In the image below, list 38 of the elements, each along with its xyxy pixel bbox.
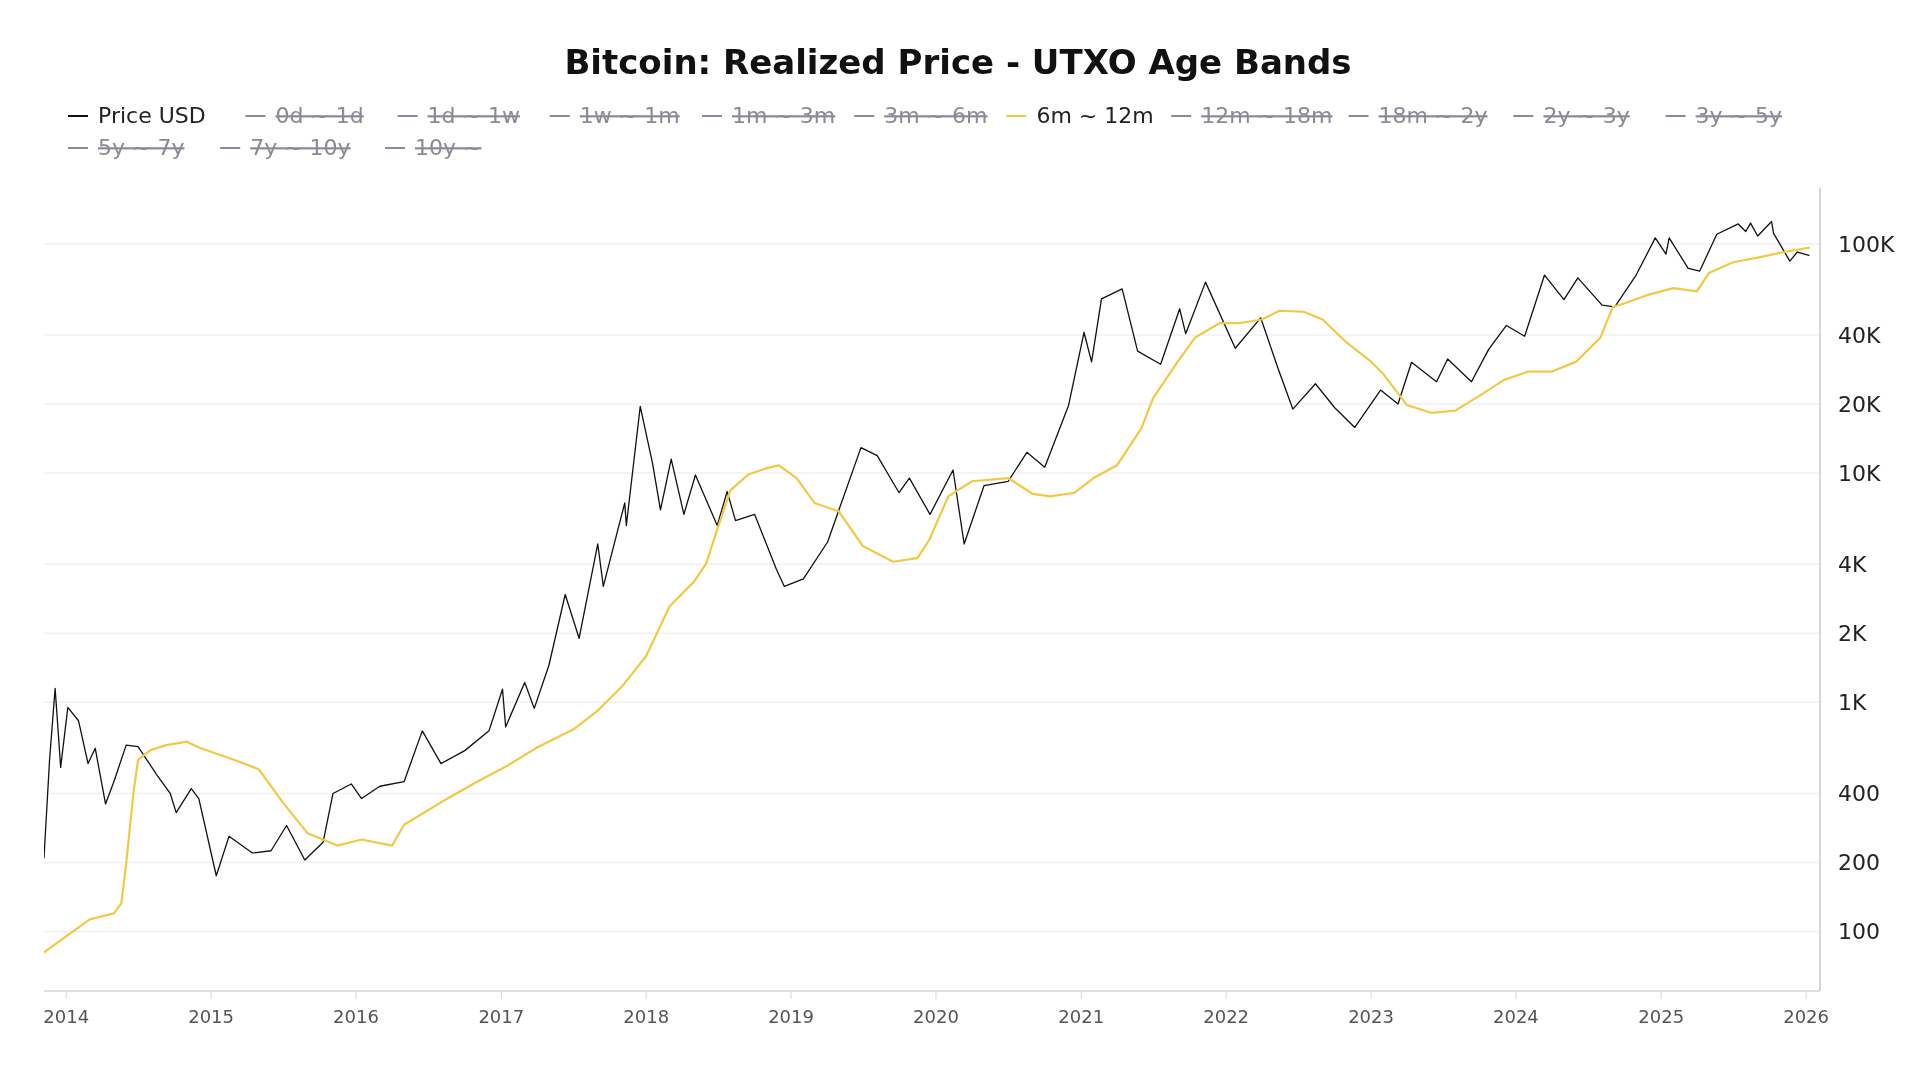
y-tick-label: 10K — [1838, 460, 1881, 486]
x-tick-label: 2018 — [623, 1006, 670, 1027]
x-tick-label: 2026 — [1783, 1006, 1830, 1027]
legend-label: 3y ~ 5y — [1695, 103, 1783, 128]
x-tick-label: 2017 — [478, 1006, 525, 1027]
x-tick-label: 2025 — [1638, 1006, 1685, 1027]
x-tick-label: 2024 — [1493, 1006, 1539, 1027]
legend-label: 1d ~ 1w — [427, 103, 520, 128]
legend-label: 18m ~ 2y — [1378, 103, 1488, 128]
x-tick-label: 2014 — [43, 1006, 90, 1027]
x-tick-label: 2015 — [188, 1006, 235, 1027]
y-tick-label: 4K — [1838, 552, 1867, 578]
legend-label: 1w ~ 1m — [579, 103, 680, 128]
y-tick-label: 400 — [1838, 781, 1880, 807]
legend-label: Price USD — [98, 103, 206, 128]
y-tick-label: 20K — [1838, 391, 1881, 417]
y-tick-label: 200 — [1838, 850, 1880, 876]
legend-label: 3m ~ 6m — [884, 103, 988, 128]
x-tick-label: 2022 — [1203, 1006, 1250, 1027]
legend-label: 10y ~ — [415, 135, 482, 160]
y-tick-label: 40K — [1838, 322, 1881, 348]
y-tick-label: 1K — [1838, 690, 1867, 716]
legend-label: 0d ~ 1d — [275, 103, 364, 128]
x-tick-label: 2021 — [1058, 1006, 1105, 1027]
x-tick-label: 2023 — [1348, 1006, 1394, 1027]
legend-label: 2y ~ 3y — [1543, 103, 1630, 128]
chart-title: Bitcoin: Realized Price - UTXO Age Bands — [564, 42, 1352, 82]
x-tick-label: 2019 — [768, 1006, 814, 1027]
legend-label: 7y ~ 10y — [250, 135, 351, 160]
y-tick-label: 100K — [1838, 231, 1895, 257]
legend-label: 1m ~ 3m — [732, 103, 836, 128]
legend-label: 12m ~ 18m — [1201, 103, 1333, 128]
legend-label: 5y ~ 7y — [98, 135, 185, 160]
legend-label: 6m ~ 12m — [1036, 103, 1154, 128]
x-tick-label: 2020 — [913, 1006, 959, 1027]
y-tick-label: 2K — [1838, 621, 1867, 647]
y-tick-label: 100 — [1838, 919, 1880, 945]
x-tick-label: 2016 — [333, 1006, 379, 1027]
